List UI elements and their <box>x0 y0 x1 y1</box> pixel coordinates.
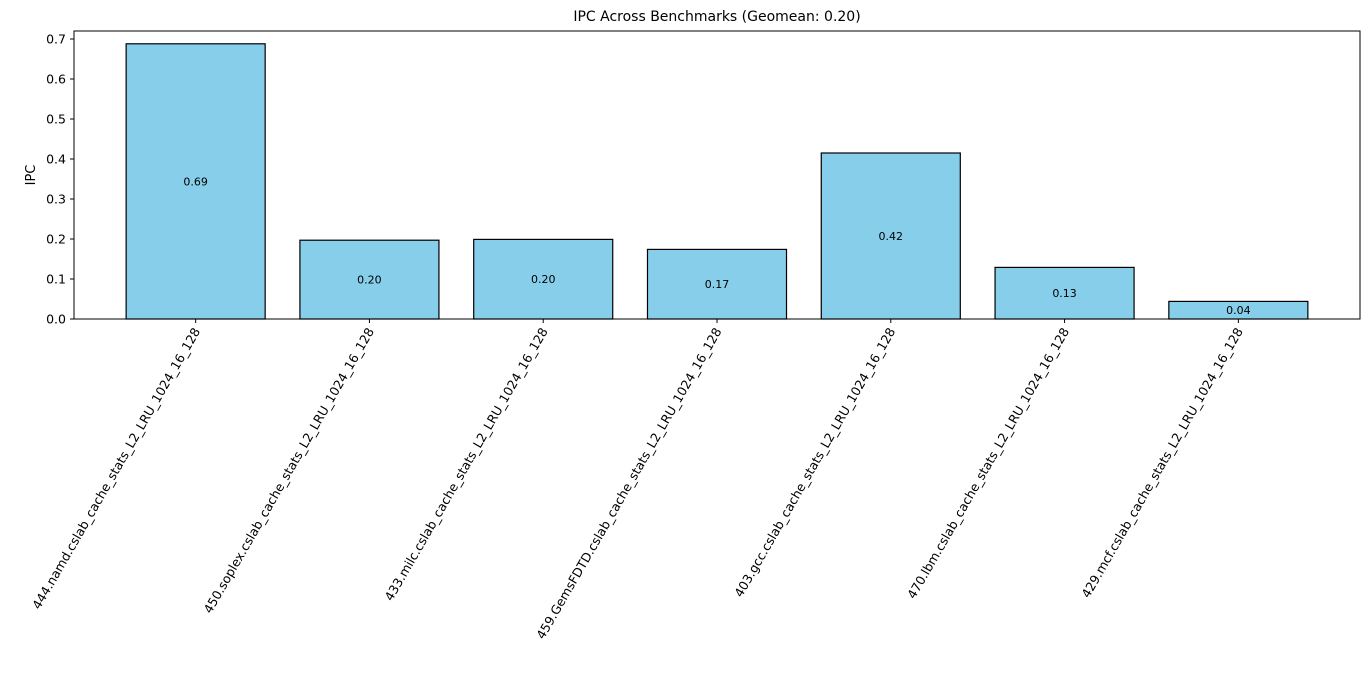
x-tick-label-6: 429.mcf.cslab_cache_stats_L2_LRU_1024_16… <box>1078 325 1246 600</box>
x-tick-label-3: 459.GemsFDTD.cslab_cache_stats_L2_LRU_10… <box>533 325 724 642</box>
y-tick-label: 0.2 <box>46 232 66 247</box>
x-tick-label-1: 450.soplex.cslab_cache_stats_L2_LRU_1024… <box>200 325 377 616</box>
bars-layer <box>125 43 1309 320</box>
data-label-1: 0.20 <box>357 274 382 287</box>
data-label-2: 0.20 <box>531 273 556 286</box>
x-tick-label-5: 470.lbm.cslab_cache_stats_L2_LRU_1024_16… <box>904 325 1072 601</box>
data-label-4: 0.42 <box>879 230 904 243</box>
x-tick-label-0: 444.namd.cslab_cache_stats_L2_LRU_1024_1… <box>29 325 203 612</box>
plot-frame <box>73 30 1361 320</box>
data-label-6: 0.04 <box>1226 304 1251 317</box>
data-label-5: 0.13 <box>1052 287 1077 300</box>
bar-3 <box>646 248 788 320</box>
bar-2 <box>473 238 614 320</box>
x-tick-label-2: 433.milc.cslab_cache_stats_L2_LRU_1024_1… <box>381 325 550 603</box>
bar-4 <box>820 152 961 320</box>
data-label-3: 0.17 <box>705 278 730 291</box>
y-tick-label: 0.4 <box>46 152 66 167</box>
y-tick-label: 0.7 <box>46 32 66 47</box>
y-tick-label: 0.0 <box>46 312 66 327</box>
y-tick-label: 0.3 <box>46 192 66 207</box>
x-axis: 444.namd.cslab_cache_stats_L2_LRU_1024_1… <box>29 319 1246 642</box>
y-tick-label: 0.6 <box>46 72 66 87</box>
y-axis-label: IPC <box>24 165 39 186</box>
bar-1 <box>299 239 440 320</box>
data-labels-layer: 0.69 0.20 0.20 0.17 0.42 0.13 0.04 <box>183 175 1250 317</box>
y-tick-label: 0.1 <box>46 272 66 287</box>
data-label-0: 0.69 <box>183 175 208 188</box>
bar-5 <box>994 266 1135 320</box>
bar-0 <box>125 43 266 320</box>
x-tick-label-4: 403.gcc.cslab_cache_stats_L2_LRU_1024_16… <box>731 325 898 600</box>
y-tick-label: 0.5 <box>46 112 66 127</box>
chart-title: IPC Across Benchmarks (Geomean: 0.20) <box>573 9 860 25</box>
y-axis: 0.0 0.1 0.2 0.3 0.4 0.5 0.6 0.7 <box>46 32 74 327</box>
